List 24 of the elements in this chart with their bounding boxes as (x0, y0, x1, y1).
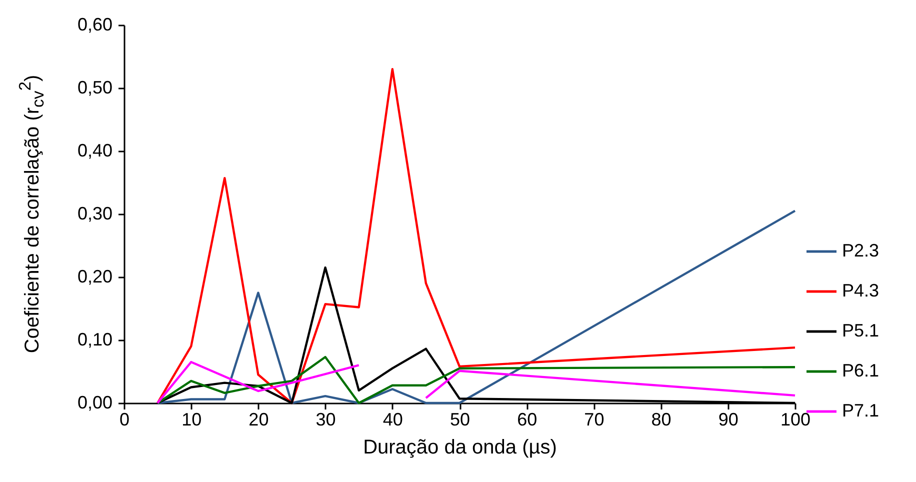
y-tick-label: 0,10 (77, 330, 112, 350)
y-tick-label: 0,60 (77, 14, 112, 34)
x-tick-label: 80 (651, 410, 672, 430)
legend-label: P4.3 (842, 280, 880, 300)
y-tick-label: 0,20 (77, 266, 112, 286)
x-tick-label: 60 (517, 410, 538, 430)
x-tick-label: 70 (584, 410, 604, 430)
x-tick-label: 100 (780, 410, 811, 430)
legend-label: P2.3 (842, 240, 880, 260)
x-tick-label: 10 (182, 410, 202, 430)
legend-label: P5.1 (842, 320, 880, 340)
x-tick-label: 50 (450, 410, 470, 430)
x-tick-label: 90 (718, 410, 738, 430)
legend-label: P7.1 (842, 400, 880, 420)
y-tick-label: 0,50 (77, 78, 112, 98)
x-tick-label: 30 (316, 410, 336, 430)
y-tick-label: 0,00 (77, 392, 112, 412)
x-axis-title: Duração da onda (µs) (363, 436, 557, 458)
x-tick-label: 20 (248, 410, 269, 430)
y-tick-label: 0,30 (77, 204, 112, 224)
x-tick-label: 40 (382, 410, 403, 430)
x-tick-label: 0 (119, 410, 130, 430)
y-tick-label: 0,40 (77, 140, 112, 160)
legend-label: P6.1 (842, 360, 880, 380)
